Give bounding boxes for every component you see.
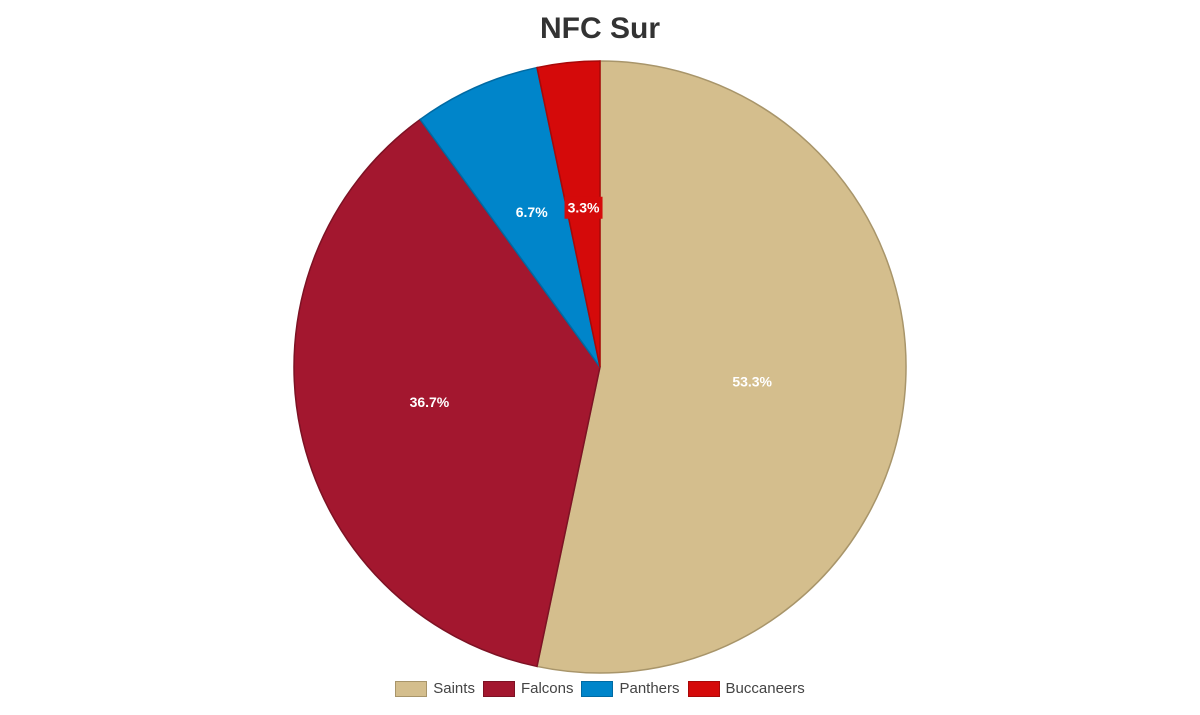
pie-slice-saints[interactable] [536, 60, 907, 674]
chart-title: NFC Sur [540, 12, 660, 45]
legend-swatch-buccaneers [687, 680, 720, 697]
slice-label-falcons: 36.7% [410, 394, 450, 410]
slice-label-saints: 53.3% [732, 374, 772, 390]
legend: Saints Falcons Panthers Buccaneers [0, 680, 1200, 697]
legend-item-buccaneers[interactable]: Buccaneers [687, 680, 805, 697]
legend-item-falcons[interactable]: Falcons [482, 680, 574, 697]
legend-item-saints[interactable]: Saints [395, 680, 475, 697]
legend-swatch-falcons [482, 680, 515, 697]
legend-swatch-panthers [581, 680, 614, 697]
slice-label-panthers: 6.7% [516, 204, 548, 220]
legend-item-panthers[interactable]: Panthers [581, 680, 680, 697]
legend-swatch-saints [395, 680, 428, 697]
legend-label-saints: Saints [433, 680, 475, 697]
slice-label-bg-buccaneers [564, 196, 603, 219]
slice-label-buccaneers: 3.3% [568, 199, 600, 215]
legend-label-panthers: Panthers [619, 680, 680, 697]
legend-label-buccaneers: Buccaneers [725, 680, 805, 697]
legend-label-falcons: Falcons [520, 680, 574, 697]
pie-slice-panthers[interactable] [419, 66, 601, 368]
pie-slice-falcons[interactable] [293, 118, 601, 668]
